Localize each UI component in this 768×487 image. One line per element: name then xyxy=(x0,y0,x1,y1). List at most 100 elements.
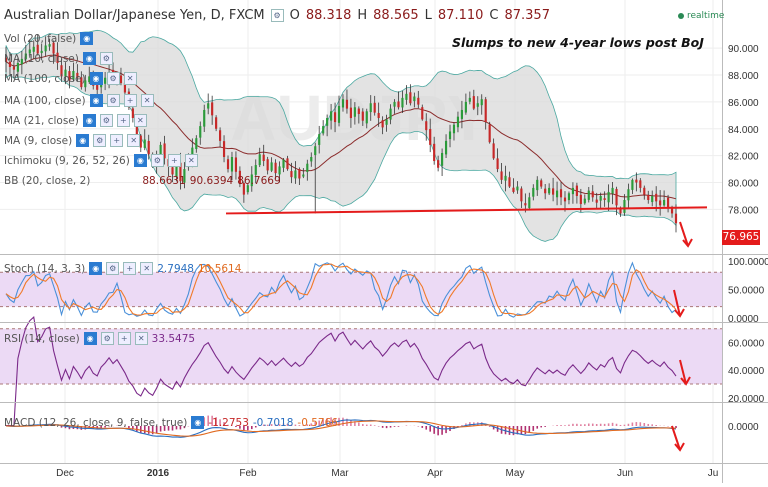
candle-body xyxy=(294,170,297,179)
candle-body xyxy=(326,118,329,126)
add-icon[interactable]: + xyxy=(123,94,137,107)
settings-icon[interactable]: ⚙ xyxy=(106,94,120,107)
eye-icon[interactable]: ◉ xyxy=(133,154,147,167)
legend-ma9[interactable]: MA (9, close) ◉ ⚙ + ✕ xyxy=(4,134,141,147)
candle-body xyxy=(429,129,432,145)
settings-icon[interactable]: ⚙ xyxy=(150,154,164,167)
candle-body xyxy=(567,193,571,201)
macd-tick: 0.0000 xyxy=(728,422,759,433)
candle-body xyxy=(96,83,99,90)
macd-value: -0.7018 xyxy=(252,416,294,429)
legend-ma21[interactable]: MA (21, close) ◉ ⚙ + ✕ xyxy=(4,114,147,127)
candle-body xyxy=(84,80,87,88)
low-label: L xyxy=(424,8,432,23)
eye-icon[interactable]: ◉ xyxy=(82,52,96,65)
eye-icon[interactable]: ◉ xyxy=(80,32,94,45)
candle-body xyxy=(587,190,590,200)
legend-ma100b[interactable]: MA (100, close) ◉ ⚙ + ✕ xyxy=(4,94,154,107)
candle-body xyxy=(456,116,460,128)
x-tick-label: Jun xyxy=(617,468,633,479)
candle-body xyxy=(199,126,202,138)
legend-label: Stoch (14, 3, 3) xyxy=(4,262,86,275)
candle-body xyxy=(278,166,281,175)
close-icon[interactable]: ✕ xyxy=(140,94,154,107)
candle-body xyxy=(310,157,313,162)
settings-icon[interactable]: ⚙ xyxy=(100,332,114,345)
candle-body xyxy=(583,198,586,204)
candle-body xyxy=(24,53,27,60)
candle-body xyxy=(337,105,341,123)
eye-icon[interactable]: ◉ xyxy=(89,94,103,107)
add-icon[interactable]: + xyxy=(167,154,181,167)
candle-body xyxy=(472,96,475,109)
candle-body xyxy=(389,108,392,120)
eye-icon[interactable]: ◉ xyxy=(83,332,97,345)
support-line xyxy=(225,206,708,215)
x-tick-label: Mar xyxy=(331,468,349,479)
add-icon[interactable]: + xyxy=(110,134,124,147)
macd-hist-value: -1.2753 xyxy=(208,416,249,429)
candle-body xyxy=(175,165,178,177)
legend-ma100[interactable]: MA (100, close) ◉ ⚙ ✕ xyxy=(4,72,137,85)
candle-body xyxy=(222,141,226,157)
status-dot-icon xyxy=(678,13,684,19)
close-icon[interactable]: ✕ xyxy=(184,154,198,167)
candle-body xyxy=(147,140,150,155)
candle-body xyxy=(591,191,594,198)
settings-icon[interactable]: ⚙ xyxy=(93,134,107,147)
settings-icon[interactable]: ⚙ xyxy=(270,9,284,22)
y-tick-label: 90.000 xyxy=(728,44,759,55)
candle-body xyxy=(528,197,531,209)
annotation-text: Slumps to new 4-year lows post BoJ xyxy=(452,35,704,50)
legend-ichimoku[interactable]: Ichimoku (9, 26, 52, 26) ◉ ⚙ + ✕ xyxy=(4,154,198,167)
candle-body xyxy=(262,154,265,162)
candle-body xyxy=(246,185,249,193)
down-arrow xyxy=(679,221,689,247)
close-icon[interactable]: ✕ xyxy=(133,114,147,127)
eye-icon[interactable]: ◉ xyxy=(76,134,90,147)
candle-body xyxy=(464,101,467,113)
candle-body xyxy=(631,179,634,190)
settings-icon[interactable]: ⚙ xyxy=(106,72,120,85)
x-tick-label: Dec xyxy=(56,468,74,479)
legend-stoch[interactable]: Stoch (14, 3, 3) ◉ ⚙ + ✕ 2.7948 10.5614 xyxy=(4,262,241,275)
candle-body xyxy=(437,160,440,168)
legend-macd[interactable]: MACD (12, 26, close, 9, false, true) ◉ -1… xyxy=(4,416,338,429)
candle-body xyxy=(80,77,83,88)
candle-body xyxy=(4,57,8,62)
candle-body xyxy=(516,186,519,191)
settings-icon[interactable]: ⚙ xyxy=(106,262,120,275)
candle-body xyxy=(413,96,416,102)
symbol-name[interactable]: Australian Dollar/Japanese Yen, D, FXCM xyxy=(4,8,265,23)
realtime-label: realtime xyxy=(687,11,725,21)
legend-label: MA (9, close) xyxy=(4,134,73,147)
candle-body xyxy=(306,163,309,172)
settings-icon[interactable]: ⚙ xyxy=(99,114,113,127)
candle-body xyxy=(274,162,277,174)
candle-body xyxy=(512,187,515,192)
add-icon[interactable]: + xyxy=(116,114,130,127)
eye-icon[interactable]: ◉ xyxy=(82,114,96,127)
close-icon[interactable]: ✕ xyxy=(134,332,148,345)
eye-icon[interactable]: ◉ xyxy=(89,262,103,275)
close-icon[interactable]: ✕ xyxy=(123,72,137,85)
candle-body xyxy=(298,169,301,179)
legend-rsi[interactable]: RSI (14, close) ◉ ⚙ + ✕ 33.5475 xyxy=(4,332,195,345)
close-icon[interactable]: ✕ xyxy=(127,134,141,147)
eye-icon[interactable]: ◉ xyxy=(191,416,205,429)
candle-body xyxy=(238,170,241,184)
eye-icon[interactable]: ◉ xyxy=(89,72,103,85)
stoch-tick: 50.0000 xyxy=(728,285,765,296)
close-icon[interactable]: ✕ xyxy=(140,262,154,275)
candle-body xyxy=(552,188,555,195)
add-icon[interactable]: + xyxy=(117,332,131,345)
legend-bb[interactable]: BB (20, close, 2) 88.6631 90.6394 86.766… xyxy=(4,175,281,187)
stochastic-lines xyxy=(5,261,677,318)
legend-ma1[interactable]: MA (10, close) ◉ ⚙ xyxy=(4,52,113,65)
candle-body xyxy=(444,140,448,155)
settings-icon[interactable]: ⚙ xyxy=(99,52,113,65)
add-icon[interactable]: + xyxy=(123,262,137,275)
legend-vol[interactable]: Vol (20, false) ◉ xyxy=(4,32,94,45)
